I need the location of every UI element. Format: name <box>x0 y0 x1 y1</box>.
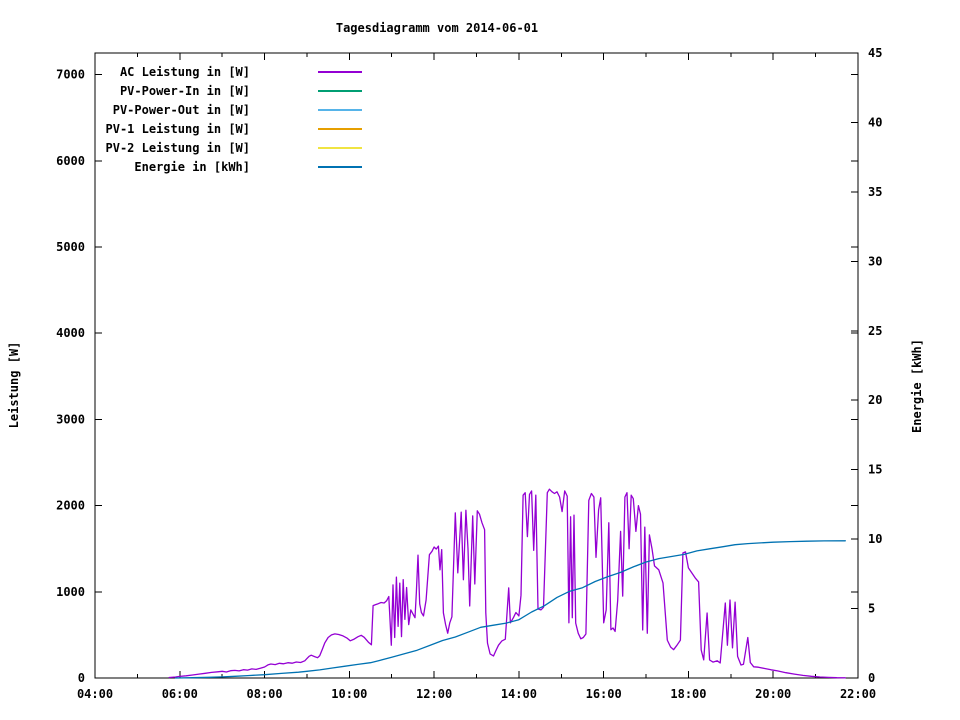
x-tick-label: 18:00 <box>670 687 706 701</box>
x-tick-label: 16:00 <box>586 687 622 701</box>
series-line-energie-in-kwh <box>174 540 846 679</box>
axes-and-ticks <box>94 52 859 679</box>
y2-axis-label: Energie [kWh] <box>910 339 924 433</box>
data-series <box>168 488 846 679</box>
y2-tick-label: 45 <box>868 46 882 60</box>
y-axis-label: Leistung [W] <box>7 342 21 429</box>
y1-tick-label: 5000 <box>56 240 85 254</box>
y2-tick-label: 5 <box>868 602 875 616</box>
y1-tick-label: 4000 <box>56 326 85 340</box>
y2-tick-label: 10 <box>868 532 882 546</box>
x-tick-label: 10:00 <box>331 687 367 701</box>
y2-tick-label: 40 <box>868 115 882 129</box>
x-tick-label: 20:00 <box>755 687 791 701</box>
legend-label: PV-2 Leistung in [W] <box>106 141 251 155</box>
legend: AC Leistung in [W] PV-Power-In in [W] PV-P… <box>106 65 362 174</box>
tick-labels: 04:00 06:00 08:00 10:00 12:00 14:00 16:00 18:00… <box>56 46 882 701</box>
x-tick-label: 14:00 <box>501 687 537 701</box>
legend-label: PV-Power-In in [W] <box>120 84 250 98</box>
y1-tick-label: 2000 <box>56 499 85 513</box>
series-line-ac-leistung-in-w <box>168 488 846 679</box>
x-tick-label: 12:00 <box>416 687 452 701</box>
x-tick-label: 22:00 <box>840 687 876 701</box>
y2-tick-label: 25 <box>868 324 882 338</box>
legend-label: PV-Power-Out in [W] <box>113 103 250 117</box>
y2-tick-label: 30 <box>868 254 882 268</box>
y2-tick-label: 0 <box>868 671 875 685</box>
legend-label: PV-1 Leistung in [W] <box>106 122 251 136</box>
y2-tick-label: 35 <box>868 185 882 199</box>
y1-tick-label: 6000 <box>56 154 85 168</box>
legend-label: Energie in [kWh] <box>134 160 250 174</box>
legend-label: AC Leistung in [W] <box>120 65 250 79</box>
y1-tick-label: 1000 <box>56 585 85 599</box>
y1-tick-label: 7000 <box>56 68 85 82</box>
y2-tick-label: 15 <box>868 463 882 477</box>
x-tick-label: 08:00 <box>246 687 282 701</box>
y2-tick-label: 20 <box>868 393 882 407</box>
y1-tick-label: 0 <box>78 671 85 685</box>
y1-tick-label: 3000 <box>56 412 85 426</box>
chart-title: Tagesdiagramm vom 2014-06-01 <box>336 21 538 35</box>
x-tick-label: 04:00 <box>77 687 113 701</box>
x-tick-label: 06:00 <box>162 687 198 701</box>
